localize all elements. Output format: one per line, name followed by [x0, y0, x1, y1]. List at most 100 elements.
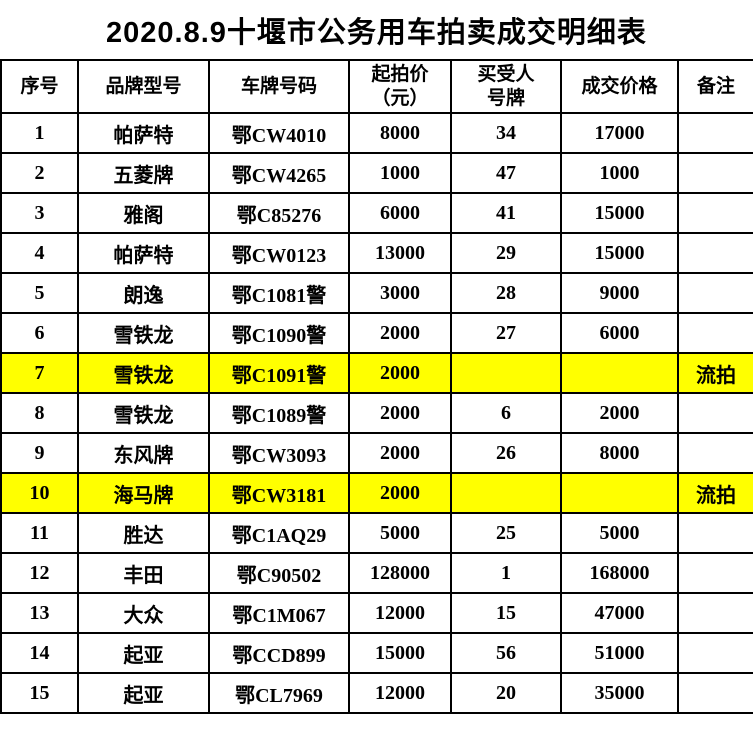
table-row-highlighted: 7 雪铁龙 鄂C1091警 2000 流拍	[0, 352, 753, 394]
cell-final-price	[560, 472, 679, 514]
cell-buyer-number: 34	[450, 112, 562, 154]
cell-start-price: 12000	[348, 672, 452, 714]
cell-serial: 14	[0, 632, 79, 674]
cell-serial: 2	[0, 152, 79, 194]
cell-buyer-number	[450, 352, 562, 394]
cell-buyer-number: 15	[450, 592, 562, 634]
cell-serial: 9	[0, 432, 79, 474]
cell-plate: 鄂C85276	[208, 192, 350, 234]
table-row: 14 起亚 鄂CCD899 15000 56 51000	[0, 632, 753, 674]
cell-brand: 朗逸	[77, 272, 210, 314]
cell-start-price: 1000	[348, 152, 452, 194]
cell-start-price: 12000	[348, 592, 452, 634]
table-row-highlighted: 10 海马牌 鄂CW3181 2000 流拍	[0, 472, 753, 514]
cell-plate: 鄂CCD899	[208, 632, 350, 674]
auction-table: 序号 品牌型号 车牌号码 起拍价 （元） 买受人 号牌 成交价格 备注 1 帕萨特 …	[0, 59, 753, 714]
cell-plate: 鄂CW4265	[208, 152, 350, 194]
cell-plate: 鄂CL7969	[208, 672, 350, 714]
cell-brand: 大众	[77, 592, 210, 634]
cell-note	[677, 552, 753, 594]
cell-plate: 鄂C1089警	[208, 392, 350, 434]
cell-start-price: 2000	[348, 392, 452, 434]
cell-buyer-number: 47	[450, 152, 562, 194]
cell-buyer-number: 6	[450, 392, 562, 434]
cell-start-price: 15000	[348, 632, 452, 674]
cell-buyer-number: 26	[450, 432, 562, 474]
cell-plate: 鄂C1M067	[208, 592, 350, 634]
cell-final-price	[560, 352, 679, 394]
cell-brand: 雅阁	[77, 192, 210, 234]
cell-final-price: 15000	[560, 232, 679, 274]
cell-brand: 雪铁龙	[77, 392, 210, 434]
table-row: 2 五菱牌 鄂CW4265 1000 47 1000	[0, 152, 753, 194]
cell-buyer-number: 27	[450, 312, 562, 354]
cell-buyer-number	[450, 472, 562, 514]
cell-final-price: 6000	[560, 312, 679, 354]
cell-start-price: 2000	[348, 312, 452, 354]
table-row: 12 丰田 鄂C90502 128000 1 168000	[0, 552, 753, 594]
col-header-serial: 序号	[0, 59, 79, 114]
cell-final-price: 15000	[560, 192, 679, 234]
cell-serial: 7	[0, 352, 79, 394]
cell-final-price: 8000	[560, 432, 679, 474]
cell-plate: 鄂C1090警	[208, 312, 350, 354]
cell-start-price: 13000	[348, 232, 452, 274]
cell-plate: 鄂C1091警	[208, 352, 350, 394]
cell-note	[677, 632, 753, 674]
cell-note	[677, 512, 753, 554]
cell-note: 流拍	[677, 472, 753, 514]
page-title: 2020.8.9十堰市公务用车拍卖成交明细表	[106, 16, 647, 49]
cell-start-price: 6000	[348, 192, 452, 234]
cell-start-price: 2000	[348, 472, 452, 514]
table-row: 9 东风牌 鄂CW3093 2000 26 8000	[0, 432, 753, 474]
header-row: 序号 品牌型号 车牌号码 起拍价 （元） 买受人 号牌 成交价格 备注	[0, 59, 753, 114]
cell-start-price: 2000	[348, 352, 452, 394]
cell-note	[677, 272, 753, 314]
cell-buyer-number: 29	[450, 232, 562, 274]
cell-brand: 起亚	[77, 672, 210, 714]
title-bar: 2020.8.9十堰市公务用车拍卖成交明细表	[0, 0, 753, 59]
cell-start-price: 2000	[348, 432, 452, 474]
cell-final-price: 1000	[560, 152, 679, 194]
cell-serial: 13	[0, 592, 79, 634]
table-row: 4 帕萨特 鄂CW0123 13000 29 15000	[0, 232, 753, 274]
cell-start-price: 128000	[348, 552, 452, 594]
cell-plate: 鄂CW3181	[208, 472, 350, 514]
cell-note	[677, 152, 753, 194]
cell-brand: 东风牌	[77, 432, 210, 474]
table-row: 3 雅阁 鄂C85276 6000 41 15000	[0, 192, 753, 234]
table-row: 6 雪铁龙 鄂C1090警 2000 27 6000	[0, 312, 753, 354]
cell-serial: 15	[0, 672, 79, 714]
cell-note: 流拍	[677, 352, 753, 394]
cell-final-price: 5000	[560, 512, 679, 554]
table-row: 13 大众 鄂C1M067 12000 15 47000	[0, 592, 753, 634]
cell-serial: 11	[0, 512, 79, 554]
cell-serial: 1	[0, 112, 79, 154]
cell-brand: 雪铁龙	[77, 312, 210, 354]
cell-final-price: 35000	[560, 672, 679, 714]
cell-buyer-number: 1	[450, 552, 562, 594]
cell-plate: 鄂CW0123	[208, 232, 350, 274]
cell-final-price: 47000	[560, 592, 679, 634]
cell-plate: 鄂C1081警	[208, 272, 350, 314]
cell-serial: 12	[0, 552, 79, 594]
cell-brand: 帕萨特	[77, 112, 210, 154]
cell-note	[677, 392, 753, 434]
cell-note	[677, 192, 753, 234]
cell-serial: 4	[0, 232, 79, 274]
cell-final-price: 2000	[560, 392, 679, 434]
table-row: 11 胜达 鄂C1AQ29 5000 25 5000	[0, 512, 753, 554]
cell-note	[677, 232, 753, 274]
cell-buyer-number: 41	[450, 192, 562, 234]
col-header-plate: 车牌号码	[208, 59, 350, 114]
cell-brand: 帕萨特	[77, 232, 210, 274]
cell-start-price: 8000	[348, 112, 452, 154]
cell-plate: 鄂C90502	[208, 552, 350, 594]
cell-serial: 8	[0, 392, 79, 434]
table-row: 5 朗逸 鄂C1081警 3000 28 9000	[0, 272, 753, 314]
cell-final-price: 17000	[560, 112, 679, 154]
cell-note	[677, 592, 753, 634]
cell-plate: 鄂C1AQ29	[208, 512, 350, 554]
cell-buyer-number: 56	[450, 632, 562, 674]
